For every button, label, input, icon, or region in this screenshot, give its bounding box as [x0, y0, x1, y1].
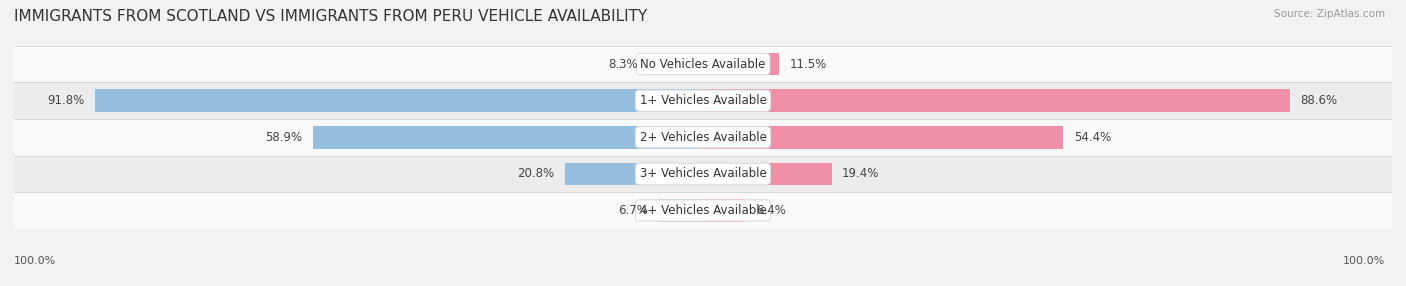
Bar	[565, 162, 703, 185]
Text: No Vehicles Available: No Vehicles Available	[640, 57, 766, 71]
Text: 1+ Vehicles Available: 1+ Vehicles Available	[640, 94, 766, 107]
Bar	[703, 126, 1063, 149]
Text: 2+ Vehicles Available: 2+ Vehicles Available	[640, 131, 766, 144]
Text: 19.4%: 19.4%	[842, 167, 880, 180]
Text: 88.6%: 88.6%	[1301, 94, 1337, 107]
Bar	[703, 89, 1289, 112]
Bar	[312, 126, 703, 149]
Bar	[94, 89, 703, 112]
Bar	[14, 192, 1392, 229]
Bar	[14, 156, 1392, 192]
Bar	[703, 53, 779, 76]
Text: 100.0%: 100.0%	[14, 256, 56, 266]
Bar	[703, 162, 831, 185]
Bar	[14, 46, 1392, 82]
Text: Source: ZipAtlas.com: Source: ZipAtlas.com	[1274, 9, 1385, 19]
Text: 8.3%: 8.3%	[607, 57, 637, 71]
Text: 54.4%: 54.4%	[1074, 131, 1111, 144]
Text: 6.7%: 6.7%	[619, 204, 648, 217]
Text: 20.8%: 20.8%	[517, 167, 554, 180]
Text: 11.5%: 11.5%	[790, 57, 827, 71]
Text: 4+ Vehicles Available: 4+ Vehicles Available	[640, 204, 766, 217]
Text: 3+ Vehicles Available: 3+ Vehicles Available	[640, 167, 766, 180]
Bar	[14, 82, 1392, 119]
Text: 58.9%: 58.9%	[266, 131, 302, 144]
Bar	[648, 53, 703, 76]
Text: IMMIGRANTS FROM SCOTLAND VS IMMIGRANTS FROM PERU VEHICLE AVAILABILITY: IMMIGRANTS FROM SCOTLAND VS IMMIGRANTS F…	[14, 9, 647, 23]
Text: 6.4%: 6.4%	[756, 204, 786, 217]
Bar	[14, 119, 1392, 156]
Text: 91.8%: 91.8%	[46, 94, 84, 107]
Bar	[658, 199, 703, 222]
Bar	[703, 199, 745, 222]
Text: 100.0%: 100.0%	[1343, 256, 1385, 266]
